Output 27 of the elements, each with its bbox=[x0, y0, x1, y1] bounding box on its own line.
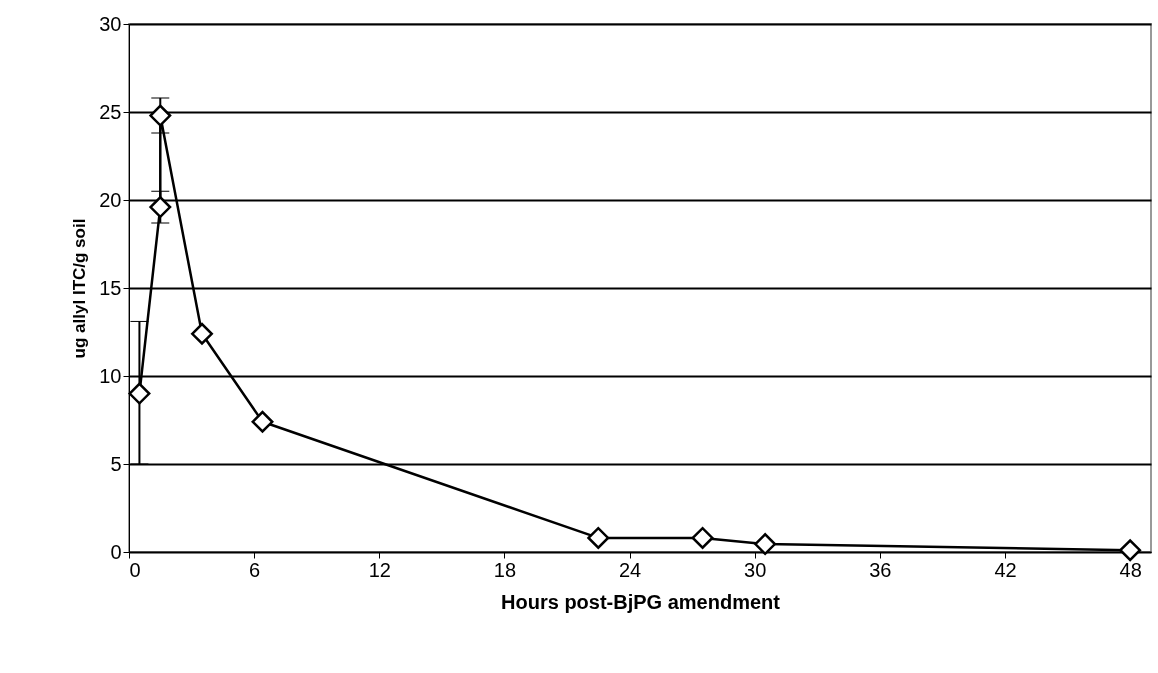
x-tick-label: 0 bbox=[129, 558, 141, 581]
point bbox=[149, 196, 172, 219]
y-axis-title: ug allyl ITC/g soil bbox=[70, 218, 90, 359]
point bbox=[587, 526, 610, 549]
x-tick-label: 36 bbox=[869, 558, 892, 581]
point bbox=[191, 322, 213, 345]
x-tick-label: 24 bbox=[618, 558, 642, 581]
y-tick-label: 5 bbox=[110, 452, 122, 475]
x-tick-label: 12 bbox=[368, 558, 391, 581]
y-tick-label: 0 bbox=[110, 540, 122, 563]
x-tick-label: 42 bbox=[994, 558, 1017, 581]
point bbox=[128, 382, 151, 405]
point bbox=[691, 526, 714, 549]
x-tick-label: 6 bbox=[249, 558, 261, 581]
point bbox=[251, 410, 274, 433]
y-tick-label: 30 bbox=[99, 12, 122, 35]
x-axis-title: Hours post-BjPG amendment bbox=[501, 590, 781, 613]
point bbox=[754, 533, 777, 556]
y-tick-label: 15 bbox=[99, 276, 122, 299]
x-tick-label: 30 bbox=[744, 558, 767, 581]
y-tick-label: 25 bbox=[99, 100, 122, 123]
x-tick-label: 18 bbox=[493, 558, 517, 581]
x-tick-label: 48 bbox=[1119, 558, 1142, 581]
point bbox=[149, 104, 172, 127]
y-tick-label: 10 bbox=[99, 364, 122, 387]
point bbox=[1119, 539, 1142, 562]
y-tick-label: 20 bbox=[99, 188, 122, 211]
